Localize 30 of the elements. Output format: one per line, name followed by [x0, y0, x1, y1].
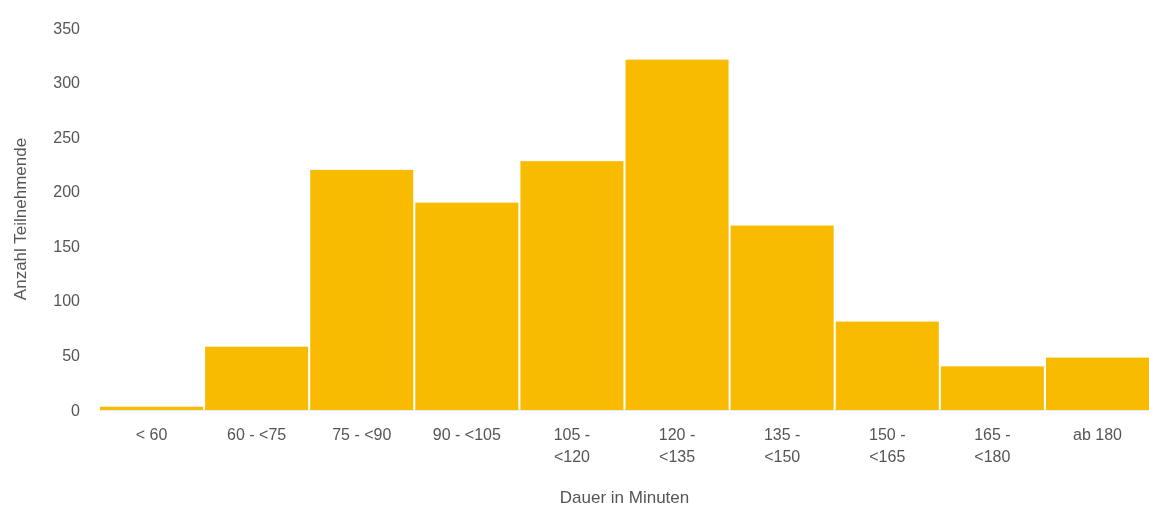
y-axis-title: Anzahl Teilnehmende	[11, 137, 30, 301]
bar	[730, 225, 834, 410]
bar	[205, 346, 309, 410]
x-tick-label: 150 - <165	[869, 426, 906, 465]
y-tick-label: 300	[53, 74, 81, 92]
bar	[310, 169, 414, 410]
y-tick-label: 0	[71, 401, 81, 419]
bar	[835, 321, 939, 410]
x-tick-label: < 60	[135, 426, 168, 443]
bar	[940, 366, 1044, 410]
bar	[625, 59, 729, 410]
y-tick-label: 250	[53, 128, 81, 146]
x-tick-label: 60 - <75	[227, 426, 287, 443]
x-tick-label: 105 - <120	[553, 426, 591, 465]
x-tick-label: 90 - <105	[432, 426, 501, 443]
y-tick-label: 200	[53, 183, 81, 201]
x-tick-label: 75 - <90	[332, 426, 392, 443]
bar	[1045, 357, 1149, 410]
x-tick-label: ab 180	[1073, 426, 1123, 443]
x-tick-label: 135 - <150	[763, 426, 801, 465]
y-tick-label: 50	[62, 347, 81, 365]
y-tick-label: 150	[53, 237, 81, 255]
y-tick-label: 100	[53, 292, 81, 310]
bar	[520, 161, 624, 410]
y-tick-label: 350	[53, 19, 81, 37]
bar	[100, 406, 204, 410]
x-tick-label: 165 - <180	[974, 426, 1011, 465]
bar	[415, 202, 519, 410]
x-axis-title: Dauer in Minuten	[559, 488, 690, 507]
x-tick-label: 120 - <135	[658, 426, 696, 465]
